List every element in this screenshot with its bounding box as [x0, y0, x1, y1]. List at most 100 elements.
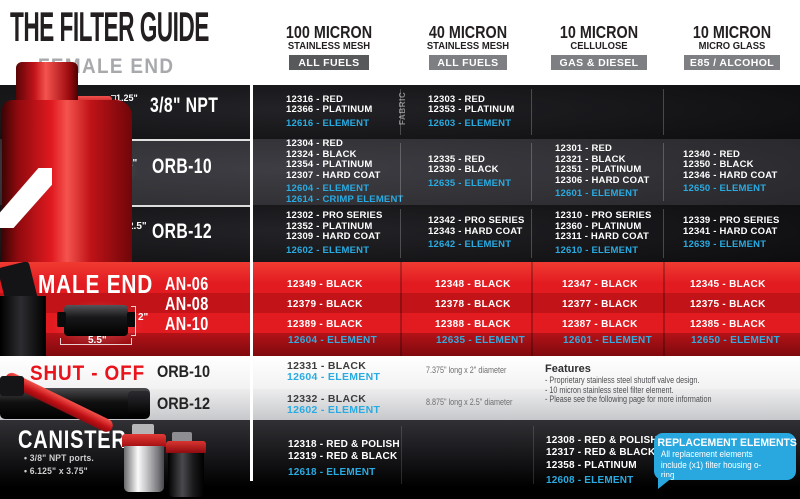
element-number: 12604 - ELEMENT — [287, 371, 381, 383]
canister-photo-black — [168, 453, 204, 497]
male-end-section: MALE END AN-06 AN-08 AN-10 2" 5.5" 12349… — [0, 260, 800, 356]
part-line: 12321 - BLACK — [555, 153, 626, 165]
column-separator — [531, 89, 532, 135]
male-stripe — [0, 333, 800, 356]
canister-photo-black-cap — [166, 441, 206, 453]
column-header-40-micron: 40 MICRON STAINLESS MESH ALL FUELS — [402, 23, 534, 70]
part-line: 12311 - HARD COAT — [555, 231, 650, 242]
row-label: ORB-10 — [152, 155, 213, 178]
element-number: 12601 - ELEMENT — [563, 335, 652, 346]
features-list: - Proprietary stainless steel shutoff va… — [545, 375, 712, 405]
part-line: 12354 - PLATINUM — [286, 159, 373, 170]
parts-cell-microglass: 12339 - PRO SERIES 12341 - HARD COAT 12639… — [683, 205, 795, 262]
size-note: 7.375" long x 2" diameter — [426, 365, 507, 375]
part-line: 12618 - ELEMENT — [288, 466, 376, 478]
fuel-badge: ALL FUELS — [289, 55, 369, 70]
column-header-100-micron: 100 MICRON STAINLESS MESH ALL FUELS — [256, 23, 402, 70]
part-line: 12341 - HARD COAT — [683, 225, 778, 237]
part-line: 12603 - ELEMENT — [428, 117, 512, 129]
parts-cell-cellulose: 12310 - PRO SERIES 12360 - PLATINUM 12311 … — [555, 205, 660, 262]
parts-cell-100micron: 12316 - RED 12366 - PLATINUM 12616 - ELEME… — [286, 85, 398, 139]
part-line: 12358 - PLATINUM — [546, 459, 637, 471]
part-number: 12389 - BLACK — [287, 319, 363, 330]
part-line: 12642 - ELEMENT — [428, 239, 512, 251]
part-line: 12353 - PLATINUM — [428, 104, 515, 116]
column-separator — [663, 89, 664, 135]
features-title: Features — [545, 363, 591, 375]
part-line: 12304 - RED — [286, 138, 344, 149]
part-number: 12388 - BLACK — [435, 319, 511, 330]
filter-end-cap — [127, 312, 136, 327]
red-canister-photo — [2, 100, 132, 262]
dim-label-height: 2" — [138, 312, 149, 323]
canister-photo-chrome — [124, 446, 164, 492]
micron-label: 10 MICRON — [559, 22, 639, 42]
parts-cell-microglass: 12340 - RED 12350 - BLACK 12346 - HARD COA… — [683, 139, 795, 205]
canister-bracket-photo — [172, 432, 192, 442]
part-line: - 10 micron stainless steel filter eleme… — [545, 384, 674, 395]
part-line: 12317 - RED & BLACK — [546, 447, 656, 458]
part-line: • 6.125" x 3.75" — [24, 465, 88, 477]
table-separator-line — [250, 85, 253, 481]
parts-cell-100micron: 12318 - RED & POLISH 12319 - RED & BLACK 1… — [288, 428, 418, 490]
column-separator — [401, 426, 402, 484]
part-line: 12308 - RED & POLISH — [546, 434, 658, 446]
micron-label: 40 MICRON — [428, 22, 508, 42]
part-number: 12349 - BLACK — [287, 279, 363, 290]
dimension-bracket — [131, 306, 136, 336]
row-label: 3/8" NPT — [150, 94, 219, 117]
part-number: 12377 - BLACK — [562, 299, 638, 310]
element-number: 12650 - ELEMENT — [691, 335, 780, 346]
parts-cell-cellulose: 12301 - RED 12321 - BLACK 12351 - PLATINUM… — [555, 139, 660, 205]
dimension-bracket — [60, 338, 132, 345]
parts-cell-40micron: 12335 - RED 12330 - BLACK 12635 - ELEMENT — [428, 139, 528, 205]
row-label: ORB-12 — [157, 394, 211, 413]
part-line: 12616 - ELEMENT — [286, 117, 370, 129]
column-separator — [400, 262, 402, 356]
part-line: • 3/8" NPT ports. — [24, 453, 94, 464]
table-header: THE FILTER GUIDE FEMALE END 100 MICRON S… — [0, 0, 800, 85]
callout-body: All replacement elements include (x1) fi… — [660, 449, 762, 481]
parts-cell-100micron: 12302 - PRO SERIES 12352 - PLATINUM 12309 … — [286, 205, 398, 262]
column-separator — [400, 209, 401, 258]
an-08-label: AN-08 — [165, 294, 209, 314]
part-number: 12348 - BLACK — [435, 279, 511, 290]
part-line: 12635 - ELEMENT — [428, 177, 512, 189]
shutoff-row-orb10 — [0, 356, 800, 389]
part-line: 12335 - RED — [428, 153, 486, 165]
dim-label-height: 2" — [127, 158, 138, 169]
shutoff-section: SHUT - OFF ORB-10 ORB-12 12331 - BLACK 1… — [0, 356, 800, 420]
part-line: 12352 - PLATINUM — [286, 220, 373, 232]
row-label: ORB-10 — [157, 362, 211, 381]
media-label: STAINLESS MESH — [287, 40, 371, 52]
part-line: 12343 - HARD COAT — [428, 225, 523, 237]
female-row-npt: 1.25" 3.5" 3/8" NPT FABRIC 12316 - RED12… — [0, 85, 800, 139]
element-number: 12602 - ELEMENT — [287, 404, 381, 416]
part-number: 12378 - BLACK — [435, 299, 511, 310]
dim-label-height: 2.5" — [128, 221, 147, 232]
part-line: 12302 - PRO SERIES — [286, 210, 383, 221]
part-line: 12319 - RED & BLACK — [288, 451, 398, 463]
part-line: 12310 - PRO SERIES — [555, 210, 652, 221]
part-number: 12375 - BLACK — [690, 299, 766, 310]
part-line: 12639 - ELEMENT — [683, 239, 767, 251]
part-line: 12318 - RED & POLISH — [288, 438, 400, 450]
column-separator — [400, 143, 401, 201]
part-line: 12303 - RED — [428, 93, 486, 105]
part-number: 12345 - BLACK — [690, 279, 766, 290]
part-line: 12340 - RED — [683, 148, 741, 160]
column-separator — [531, 143, 532, 201]
part-line: 12346 - HARD COAT — [683, 169, 778, 181]
shutoff-lever-pivot — [0, 376, 24, 396]
part-line: 12360 - PLATINUM — [555, 220, 642, 232]
part-line: 12316 - RED — [286, 93, 344, 105]
part-line: 12650 - ELEMENT — [683, 183, 767, 194]
filter-end-cap — [57, 312, 66, 327]
size-note: 8.875" long x 2.5" diameter — [426, 397, 513, 407]
part-line: 12324 - BLACK — [286, 148, 357, 160]
part-line: 12342 - PRO SERIES — [428, 215, 525, 227]
column-separator — [400, 89, 401, 135]
column-separator — [663, 209, 664, 258]
canister-bracket-photo — [132, 424, 154, 436]
micron-label: 10 MICRON — [692, 22, 772, 42]
